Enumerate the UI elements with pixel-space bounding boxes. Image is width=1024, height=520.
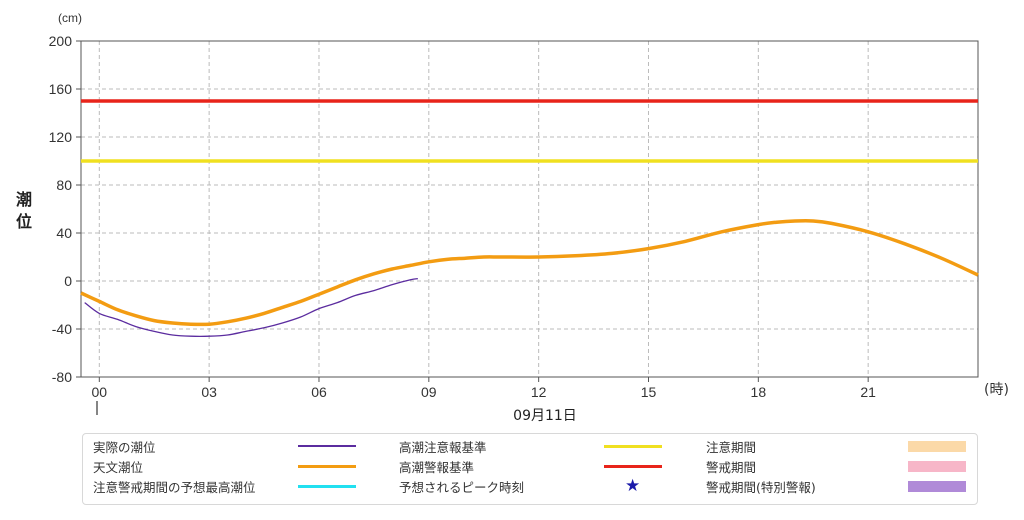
y-tick-label: 160 (49, 81, 73, 97)
y-tick-label: 80 (56, 177, 72, 193)
legend-line-swatch (298, 484, 356, 488)
legend-label: 警戒期間(特別警報) (706, 479, 816, 495)
x-unit-label: (時) (984, 382, 1009, 398)
legend-line-swatch (604, 444, 662, 448)
y-unit-label: (cm) (58, 11, 82, 25)
series-line-observed (84, 277, 418, 337)
legend-label: 実際の潮位 (93, 439, 156, 455)
date-label: 09月11日 (513, 408, 577, 424)
y-axis-title-char: 潮 (16, 190, 32, 209)
x-tick-label: 21 (860, 384, 876, 400)
legend-box-swatch (908, 481, 966, 492)
reference-lines (81, 99, 978, 163)
legend: 実際の潮位 高潮注意報基準 注意期間天文潮位 高潮警報基準 警戒期間注意警戒期間の予想最… (82, 433, 978, 505)
x-tick-label: 09 (421, 384, 437, 400)
x-tick-label: 12 (531, 384, 547, 400)
y-axis: 200 160 120 80 40 0 -40 -80 (49, 33, 81, 385)
y-tick-label: -40 (52, 321, 72, 337)
legend-label: 予想されるピーク時刻 (399, 479, 525, 495)
x-tick-label: 15 (641, 384, 657, 400)
y-tick-label: 0 (64, 273, 72, 289)
legend-label: 注意警戒期間の予想最高潮位 (93, 479, 256, 495)
y-tick-label: 40 (56, 225, 72, 241)
x-tick-label: 00 (92, 384, 108, 400)
y-tick-label: -80 (52, 369, 72, 385)
legend-box-swatch (908, 441, 966, 452)
legend-label: 高潮注意報基準 (399, 439, 487, 455)
plot-area (80, 40, 979, 378)
y-tick-label: 120 (49, 129, 73, 145)
legend-label: 高潮警報基準 (399, 459, 475, 475)
legend-line-swatch (604, 464, 662, 468)
x-tick-label: 18 (751, 384, 767, 400)
legend-box-swatch (908, 461, 966, 472)
x-tick-label: 06 (311, 384, 327, 400)
star-icon: ★ (625, 476, 641, 496)
x-tick-label: 03 (201, 384, 217, 400)
x-axis: 00 03 06 09 12 15 18 21 (92, 377, 876, 400)
y-axis-title-char: 位 (16, 212, 32, 231)
series-lines (80, 219, 979, 337)
legend-label: 注意期間 (706, 439, 757, 455)
y-axis-title: 潮位 (16, 190, 32, 231)
y-tick-label: 200 (49, 33, 73, 49)
tide-chart: 200 160 120 80 40 0 -40 -80 00 03 06 09 12 15 18 21 (c… (16, 11, 1009, 424)
series-line-astronomical (80, 219, 979, 327)
legend-line-swatch (298, 464, 356, 468)
grid (81, 41, 978, 377)
legend-label: 天文潮位 (93, 459, 144, 475)
legend-label: 警戒期間 (706, 459, 757, 475)
legend-line-swatch (298, 445, 356, 447)
